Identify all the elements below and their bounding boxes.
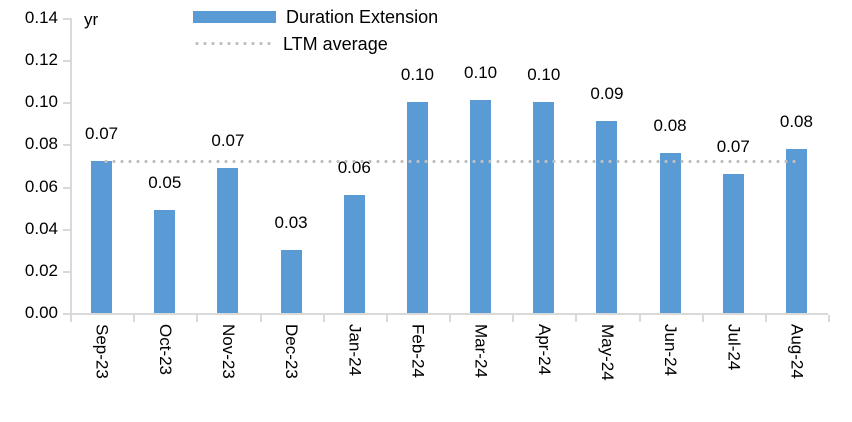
x-axis-tick [259, 315, 262, 322]
y-axis-tick [63, 102, 70, 105]
y-axis [70, 18, 72, 313]
bar-data-label: 0.08 [653, 115, 687, 135]
bar [659, 152, 681, 313]
bar [154, 209, 176, 313]
y-axis-tick [63, 60, 70, 63]
y-axis-tick [63, 270, 70, 273]
x-tick-label: Jul-24 [724, 324, 744, 371]
x-axis-tick [70, 315, 72, 322]
bar-data-label: 0.09 [590, 84, 624, 104]
x-tick-label: Sep-23 [92, 324, 112, 379]
bar [533, 102, 555, 313]
x-tick-label: Apr-24 [534, 324, 554, 376]
legend-dotted-line-swatch [193, 42, 273, 45]
bar [785, 148, 807, 313]
x-tick-label: Dec-23 [282, 324, 302, 379]
bar-data-label: 0.07 [211, 130, 245, 150]
bar [343, 195, 365, 313]
bar [91, 161, 113, 313]
x-axis-tick [638, 315, 641, 322]
y-tick-label: 0.10 [24, 92, 58, 112]
bar-data-label: 0.10 [464, 63, 498, 83]
bar [217, 167, 239, 313]
legend-bar-swatch [193, 10, 276, 23]
y-tick-label: 0.08 [24, 134, 58, 154]
x-axis-tick [575, 315, 578, 322]
bar-data-label: 0.07 [716, 136, 750, 156]
bar-data-label: 0.03 [274, 212, 308, 232]
y-axis-tick [63, 228, 70, 231]
y-tick-label: 0.00 [24, 303, 58, 322]
x-axis-tick [701, 315, 704, 322]
bar [406, 102, 428, 313]
x-axis-tick [764, 315, 767, 322]
x-axis-tick [512, 315, 515, 322]
legend-label-ltm-average: LTM average [283, 33, 388, 54]
x-tick-label: May-24 [597, 324, 617, 381]
legend-item-ltm-average: LTM average [193, 30, 438, 57]
y-axis-tick [63, 18, 70, 20]
y-tick-label: 0.14 [24, 8, 58, 27]
x-tick-label: Oct-23 [155, 324, 175, 376]
x-tick-label: Aug-24 [787, 324, 807, 379]
x-axis-tick [385, 315, 388, 322]
bar [722, 173, 744, 313]
bar-data-label: 0.05 [148, 172, 182, 192]
x-axis-tick [322, 315, 325, 322]
x-tick-label: Feb-24 [408, 324, 428, 378]
chart-legend: Duration Extension LTM average [193, 3, 438, 57]
bar [470, 100, 492, 313]
x-axis-tick [449, 315, 451, 322]
y-tick-label: 0.02 [24, 260, 58, 280]
y-tick-label: 0.12 [24, 50, 58, 70]
y-tick-label: 0.04 [24, 218, 58, 238]
x-tick-label: Mar-24 [471, 324, 491, 378]
x-axis-tick [133, 315, 136, 322]
bar-data-label: 0.08 [779, 111, 813, 131]
bar [596, 121, 618, 313]
x-tick-label: Jan-24 [345, 324, 365, 376]
ltm-average-line [101, 159, 797, 163]
y-axis-tick [63, 144, 70, 147]
bar-data-label: 0.10 [400, 65, 434, 85]
y-axis-unit-label: yr [84, 10, 99, 29]
x-axis-tick [196, 315, 199, 322]
legend-item-duration-extension: Duration Extension [193, 3, 438, 30]
y-tick-label: 0.06 [24, 176, 58, 196]
legend-label-duration-extension: Duration Extension [286, 6, 439, 27]
bar [280, 249, 302, 313]
y-axis-tick [63, 186, 70, 189]
bar-data-label: 0.10 [527, 65, 561, 85]
x-axis-tick [828, 315, 830, 322]
x-axis [70, 313, 828, 315]
y-axis-tick [63, 313, 70, 315]
x-tick-label: Jun-24 [661, 324, 681, 376]
x-tick-label: Nov-23 [218, 324, 238, 379]
bar-data-label: 0.07 [85, 124, 119, 144]
